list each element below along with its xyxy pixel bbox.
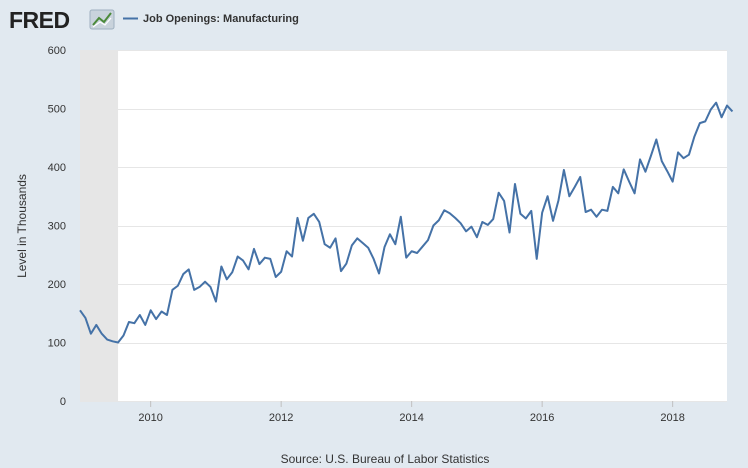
y-tick-label-600: 600	[48, 45, 66, 57]
x-tick-label-2014: 2014	[399, 412, 423, 424]
series-group	[79, 101, 734, 344]
fred-logo-text: FRED	[9, 7, 70, 33]
x-tick-label-2012: 2012	[269, 412, 293, 424]
y-tick-label-300: 300	[48, 221, 66, 233]
legend-label: Job Openings: Manufacturing	[143, 13, 299, 25]
fred-logo-graph-icon	[89, 9, 115, 30]
fred-logo[interactable]: FRED	[9, 7, 115, 33]
y-tick-label-400: 400	[48, 162, 66, 174]
recession-bands	[80, 50, 119, 401]
y-tick-label-500: 500	[48, 104, 66, 116]
source-text: Source: U.S. Bureau of Labor Statistics	[281, 452, 490, 466]
legend: Job Openings: Manufacturing	[123, 13, 299, 25]
x-tick-label-2016: 2016	[530, 412, 554, 424]
gridlines	[80, 50, 727, 402]
y-tick-label-200: 200	[48, 279, 66, 291]
y-tick-label-100: 100	[48, 338, 66, 350]
y-axis-label: Level in Thousands	[15, 174, 29, 278]
x-tick-label-2018: 2018	[660, 412, 684, 424]
series-line-0	[79, 101, 734, 344]
x-axis-ticks: 2010 2012 2014 2016 2018	[138, 401, 685, 424]
x-tick-label-2010: 2010	[138, 412, 162, 424]
y-axis-ticks: 0 100 200 300 400 500 600	[48, 45, 66, 408]
y-tick-label-0: 0	[60, 396, 66, 408]
recession-band-0	[80, 50, 119, 401]
plot-background	[80, 50, 727, 401]
